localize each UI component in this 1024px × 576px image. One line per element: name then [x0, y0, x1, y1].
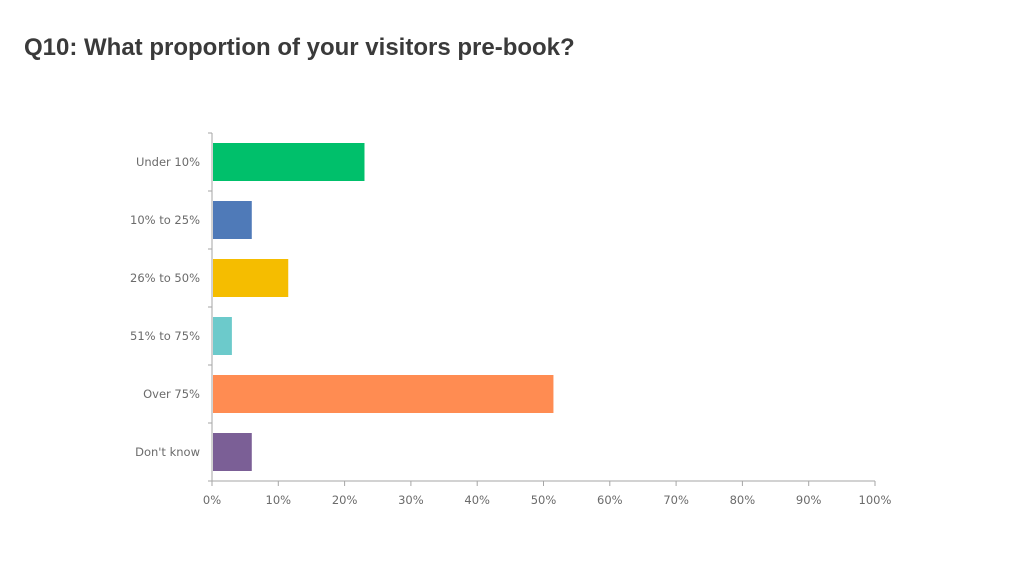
- bar-51-to-75: [213, 317, 232, 355]
- bar-don-t-know: [213, 433, 252, 471]
- x-tick-label-5: 50%: [531, 493, 557, 507]
- x-tick-label-6: 60%: [597, 493, 623, 507]
- x-tick-label-3: 30%: [398, 493, 424, 507]
- x-tick-label-10: 100%: [859, 493, 892, 507]
- x-tick-label-8: 80%: [730, 493, 756, 507]
- category-label-51-to-75: 51% to 75%: [130, 329, 200, 343]
- axes-group: [208, 132, 876, 486]
- category-label-don-t-know: Don't know: [135, 445, 200, 459]
- x-tick-label-9: 90%: [796, 493, 822, 507]
- bars-group: [213, 143, 554, 471]
- x-tick-label-1: 10%: [266, 493, 292, 507]
- category-label-over-75: Over 75%: [143, 387, 200, 401]
- bar-10-to-25: [213, 201, 252, 239]
- bar-over-75: [213, 375, 554, 413]
- category-label-26-to-50: 26% to 50%: [130, 271, 200, 285]
- category-label-10-to-25: 10% to 25%: [130, 213, 200, 227]
- x-tick-label-2: 20%: [332, 493, 358, 507]
- x-tick-label-7: 70%: [663, 493, 689, 507]
- bar-under-10: [213, 143, 365, 181]
- category-labels-group: Under 10% 10% to 25% 26% to 50% 51% to 75% O…: [130, 155, 200, 459]
- x-tick-label-0: 0%: [203, 493, 221, 507]
- bar-26-to-50: [213, 259, 289, 297]
- tick-labels-group: 0% 10% 20% 30% 40% 50% 60% 70% 80% 90% 100%: [203, 493, 892, 507]
- page-title: Q10: What proportion of your visitors pr…: [24, 34, 575, 61]
- category-label-under-10: Under 10%: [136, 155, 200, 169]
- x-tick-label-4: 40%: [464, 493, 490, 507]
